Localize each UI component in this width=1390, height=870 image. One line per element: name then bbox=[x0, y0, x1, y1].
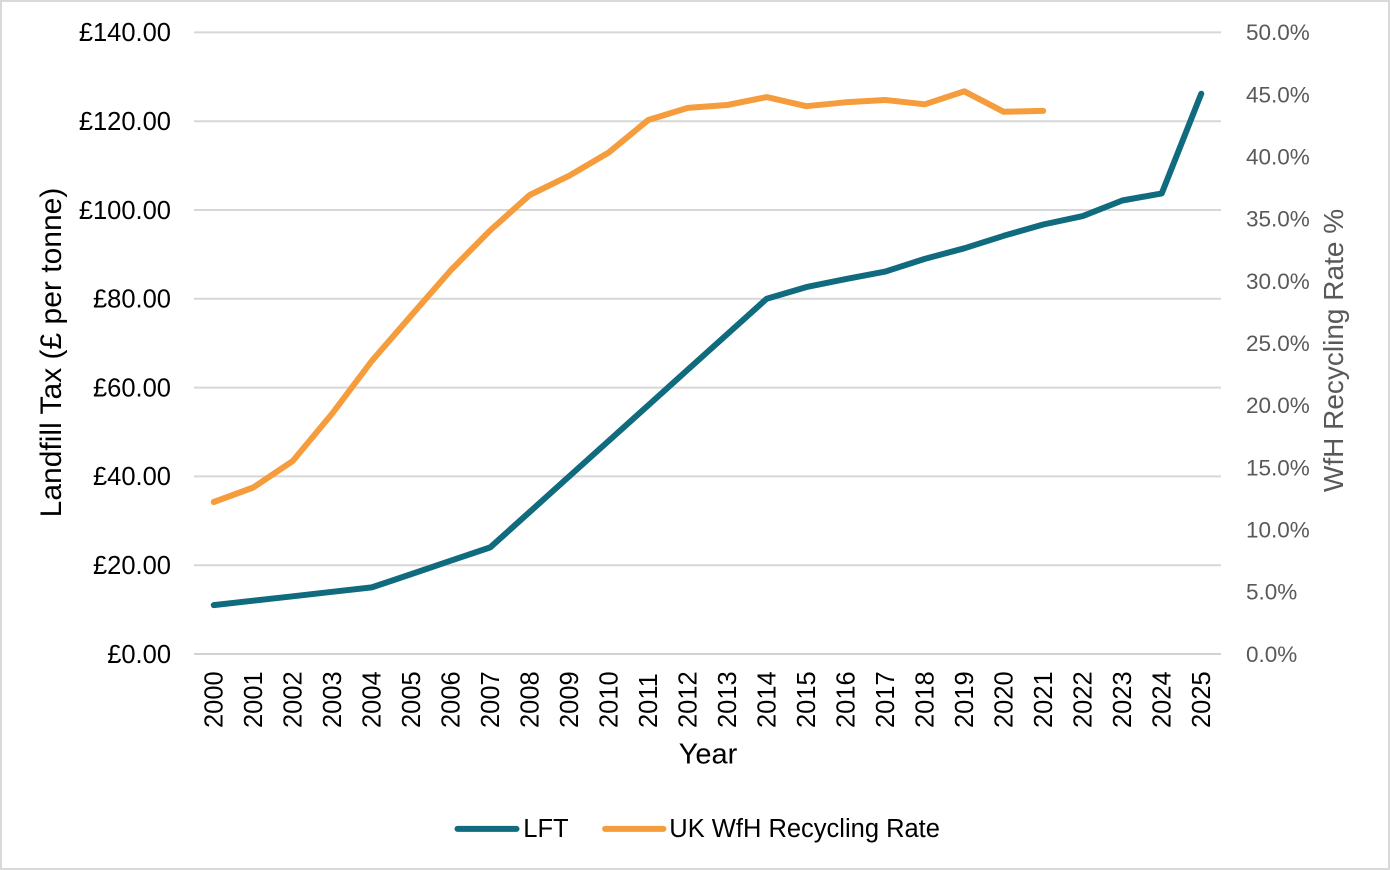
svg-text:2024: 2024 bbox=[1148, 671, 1176, 728]
svg-text:2010: 2010 bbox=[595, 671, 623, 728]
svg-text:35.0%: 35.0% bbox=[1246, 207, 1310, 232]
svg-text:£20.00: £20.00 bbox=[93, 552, 171, 580]
svg-text:2025: 2025 bbox=[1188, 671, 1216, 728]
svg-text:2016: 2016 bbox=[832, 671, 860, 728]
svg-text:£60.00: £60.00 bbox=[93, 374, 171, 402]
svg-text:20.0%: 20.0% bbox=[1246, 393, 1310, 418]
svg-text:0.0%: 0.0% bbox=[1246, 642, 1297, 667]
svg-text:2002: 2002 bbox=[279, 671, 307, 728]
svg-text:Year: Year bbox=[679, 739, 738, 771]
svg-text:15.0%: 15.0% bbox=[1246, 455, 1310, 480]
svg-text:2006: 2006 bbox=[437, 671, 465, 728]
svg-text:2004: 2004 bbox=[358, 671, 386, 728]
svg-text:2023: 2023 bbox=[1109, 671, 1137, 728]
svg-text:40.0%: 40.0% bbox=[1246, 145, 1310, 170]
svg-text:2001: 2001 bbox=[240, 671, 268, 728]
svg-text:5.0%: 5.0% bbox=[1246, 580, 1297, 605]
svg-text:2000: 2000 bbox=[200, 671, 228, 728]
svg-text:Landfill Tax (£ per tonne): Landfill Tax (£ per tonne) bbox=[35, 188, 68, 518]
svg-text:2009: 2009 bbox=[556, 671, 584, 728]
svg-text:2020: 2020 bbox=[990, 671, 1018, 728]
svg-text:UK WfH Recycling Rate: UK WfH Recycling Rate bbox=[669, 815, 940, 843]
svg-text:2007: 2007 bbox=[477, 671, 505, 728]
svg-text:2014: 2014 bbox=[753, 671, 781, 728]
svg-text:2019: 2019 bbox=[951, 671, 979, 728]
svg-text:2018: 2018 bbox=[911, 671, 939, 728]
svg-text:£120.00: £120.00 bbox=[79, 108, 171, 136]
svg-text:£80.00: £80.00 bbox=[93, 286, 171, 314]
svg-text:2017: 2017 bbox=[872, 671, 900, 728]
svg-text:2022: 2022 bbox=[1069, 671, 1097, 728]
svg-text:£140.00: £140.00 bbox=[79, 19, 171, 47]
svg-text:30.0%: 30.0% bbox=[1246, 269, 1310, 294]
svg-text:LFT: LFT bbox=[523, 815, 568, 843]
svg-text:2008: 2008 bbox=[516, 671, 544, 728]
svg-text:£100.00: £100.00 bbox=[79, 197, 171, 225]
svg-text:10.0%: 10.0% bbox=[1246, 517, 1310, 542]
svg-text:2015: 2015 bbox=[793, 671, 821, 728]
svg-text:45.0%: 45.0% bbox=[1246, 82, 1310, 107]
svg-text:2021: 2021 bbox=[1030, 671, 1058, 728]
svg-text:2013: 2013 bbox=[714, 671, 742, 728]
svg-text:£0.00: £0.00 bbox=[107, 641, 171, 669]
svg-text:£40.00: £40.00 bbox=[93, 463, 171, 491]
svg-text:WfH Recycling Rate %: WfH Recycling Rate % bbox=[1318, 209, 1349, 492]
svg-text:2011: 2011 bbox=[635, 673, 663, 728]
svg-text:2003: 2003 bbox=[319, 671, 347, 728]
svg-text:2005: 2005 bbox=[398, 671, 426, 728]
svg-text:2012: 2012 bbox=[674, 671, 702, 728]
svg-text:50.0%: 50.0% bbox=[1246, 20, 1310, 45]
svg-text:25.0%: 25.0% bbox=[1246, 331, 1310, 356]
